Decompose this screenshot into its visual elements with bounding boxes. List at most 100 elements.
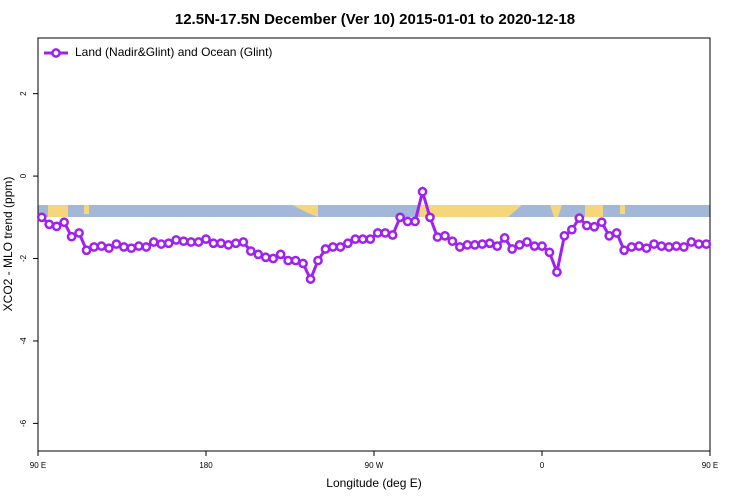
y-axis-label: XCO2 - MLO trend (ppm) [1,177,15,312]
data-point [231,238,241,249]
data-point [425,212,435,223]
data-point [298,258,308,269]
x-tick-label: 180 [199,461,213,470]
data-point [581,220,592,231]
data-point [66,231,77,242]
data-point [51,221,62,232]
data-point [253,249,264,260]
data-point [193,237,204,247]
data-point [238,237,249,247]
data-point [216,238,226,249]
data-point [611,228,622,238]
data-point [455,242,465,252]
data-point [656,241,667,251]
data-point [693,239,704,249]
data-point [357,234,368,244]
x-tick-label: 90 W [365,461,384,470]
chart-title: 12.5N-17.5N December (Ver 10) 2015-01-01… [175,11,575,28]
data-point [469,240,480,250]
data-point [223,240,234,250]
legend-label: Land (Nadir&Glint) and Ocean (Glint) [75,45,272,59]
y-tick-label: -6 [19,419,28,427]
data-point [305,274,316,284]
data-point [499,233,510,243]
data-point [522,237,532,247]
x-tick-label: 0 [540,461,545,470]
data-point [133,241,144,251]
data-point [380,228,391,238]
legend-marker [51,48,61,58]
data-point [320,244,331,254]
data-point [686,237,697,247]
data-point [589,221,600,232]
data-point [163,238,174,249]
data-point [641,243,652,254]
data-point [245,246,256,256]
data-point [268,253,279,264]
data-point [447,236,458,247]
x-axis-label: Longitude (deg E) [326,476,421,490]
data-point [156,239,167,249]
y-tick-label: 0 [19,173,28,178]
data-point [44,219,55,230]
map-strip [38,205,710,217]
data-point [649,239,659,249]
data-point [417,186,428,197]
data-point [462,240,473,250]
data-point [596,217,607,228]
x-tick-label: 90 E [702,461,718,470]
data-point [328,242,338,252]
data-point [119,242,129,252]
data-point [604,230,615,241]
data-point [89,242,99,252]
data-point [440,230,450,241]
data-point [141,242,152,252]
data-point [477,239,488,249]
data-point [74,228,84,238]
data-point [567,224,577,235]
y-tick-label: -2 [19,254,28,262]
data-point [410,216,420,227]
data-point [335,242,346,252]
data-point [432,232,443,242]
data-point [484,238,495,249]
y-tick-label: 2 [19,91,28,96]
data-point [148,237,159,247]
data-point [104,243,114,254]
data-point [559,230,570,241]
data-point [201,234,211,244]
data-point [619,245,629,256]
data-point [111,239,122,249]
data-point [36,212,47,223]
data-point [402,216,413,227]
data-point [492,241,503,251]
data-point [59,217,69,228]
data-point [574,213,585,223]
data-point [507,244,517,254]
data-point [626,242,637,252]
data-point [529,241,540,251]
data-point [126,243,137,254]
data-point [544,247,555,258]
data-point [283,255,293,266]
data-point [275,249,286,260]
data-point [260,252,271,263]
data-point [664,242,674,252]
y-tick-label: -4 [19,337,28,345]
data-point [313,255,323,266]
data-point [514,240,525,250]
data-point [350,234,361,244]
data-point [208,238,219,249]
data-point [537,241,547,251]
data-point [290,255,301,266]
data-point [96,241,107,251]
data-point [634,241,644,251]
data-point [701,239,712,249]
data-point [81,245,92,256]
data-point [178,236,189,247]
data-point [671,241,682,251]
data-point [186,237,196,247]
data-point [372,228,383,238]
data-point [395,212,405,223]
